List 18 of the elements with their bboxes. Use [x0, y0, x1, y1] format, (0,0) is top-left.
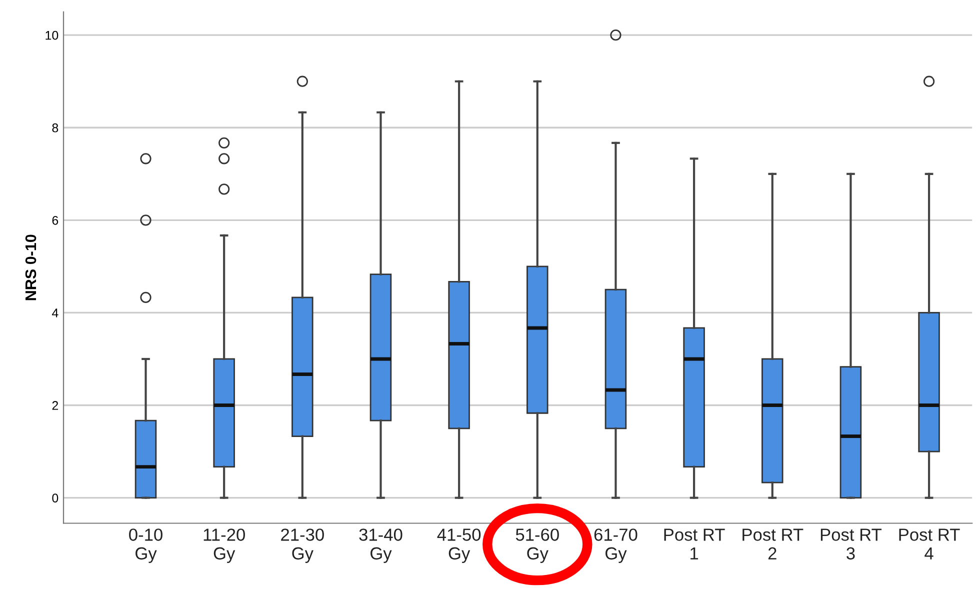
y-axis-title: NRS 0-10: [25, 234, 36, 300]
x-tick-label: 21-30 Gy: [281, 528, 324, 563]
x-tick-label: Post RT 3: [820, 528, 882, 560]
x-tick-label: 61-70 Gy: [594, 528, 638, 563]
y-tick-label: 6: [52, 216, 58, 225]
x-tick-label: Post RT 2: [742, 528, 804, 560]
x-tick-label: Post RT 4: [899, 528, 960, 560]
y-tick-label: 2: [52, 401, 58, 410]
x-tick-label: 41-50 Gy: [437, 528, 481, 563]
y-tick-label: 8: [52, 123, 58, 132]
x-tick-label: 51-60 Gy: [516, 528, 559, 563]
y-tick-label: 4: [52, 308, 58, 318]
y-tick-label: 0: [52, 494, 58, 502]
x-tick-label: 0-10 Gy: [129, 528, 162, 563]
y-tick-label: 10: [46, 30, 58, 40]
x-tick-label: Post RT 1: [664, 528, 725, 560]
x-tick-label: 11-20 Gy: [204, 528, 245, 563]
x-tick-label: 31-40 Gy: [359, 528, 402, 563]
